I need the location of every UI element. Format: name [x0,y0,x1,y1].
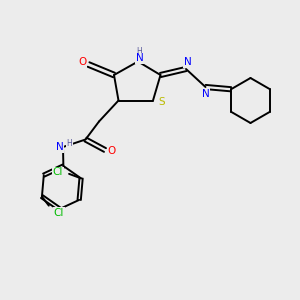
Text: N: N [202,88,209,99]
Text: H: H [67,139,73,148]
Text: N: N [184,57,191,68]
Text: N: N [56,142,63,152]
Text: O: O [78,57,87,67]
Text: Cl: Cl [54,208,64,218]
Text: O: O [107,146,116,157]
Text: S: S [158,97,165,107]
Text: H: H [136,47,142,56]
Text: Cl: Cl [53,167,63,177]
Text: N: N [136,53,143,64]
